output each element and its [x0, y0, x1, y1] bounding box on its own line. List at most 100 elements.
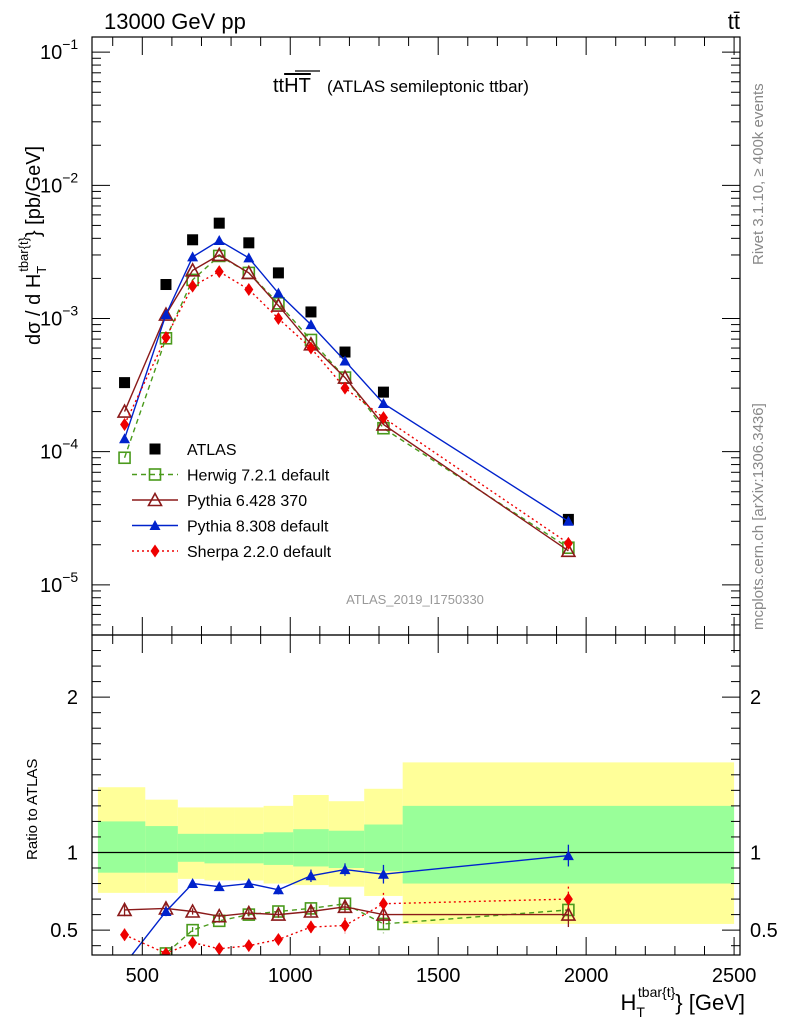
ratio-ytick-label: 0.5 [50, 920, 78, 942]
ratio-point [120, 928, 130, 942]
main-point [213, 217, 225, 229]
ratio-point [214, 942, 224, 955]
ratio-plot: 0.5 0.51 12 2500 1000 1500 2000 2500 [50, 634, 778, 987]
main-point [240, 264, 257, 280]
ratio-point [562, 850, 574, 861]
uncertainty-band-stat [364, 824, 403, 872]
ratio-inner [92, 762, 740, 955]
main-point [119, 377, 131, 389]
ratio-point [563, 892, 573, 906]
main-point [243, 252, 255, 263]
ratio-point [340, 918, 350, 932]
legend-item: Pythia 8.308 default [132, 519, 329, 536]
ratio-ytick-label: 1 [67, 842, 78, 864]
main-point [244, 283, 254, 297]
legend-item: Pythia 6.428 370 [132, 491, 307, 510]
ratio-series-2 [130, 844, 574, 955]
legend-label: Pythia 6.428 370 [187, 493, 307, 510]
mcplots-label: mcplots.cern.ch [arXiv:1306.3436] [750, 403, 767, 630]
uncertainty-band-stat [293, 829, 329, 867]
ratio-ytick-label: 2 [67, 687, 78, 709]
ratio-point [186, 923, 199, 937]
main-point [160, 309, 172, 320]
xlabel-sup: tbar{t} [638, 984, 676, 1000]
uncertainty-band-stat [204, 833, 235, 864]
ratio-point [242, 908, 256, 921]
main-ytick-label: 10−3 [40, 303, 78, 331]
legend-item: Sherpa 2.2.0 default [132, 544, 332, 561]
ratio-point [244, 939, 254, 953]
xlabel-post: } [GeV] [675, 990, 745, 1015]
ratio-ytick-label-right: 2 [750, 687, 761, 709]
main-series-line [123, 254, 569, 552]
legend-marker [148, 468, 162, 481]
uncertainty-band-stat [97, 821, 146, 873]
main-ytick-label: 10−5 [40, 569, 78, 597]
legend-marker [149, 520, 161, 530]
main-point [339, 346, 351, 358]
main-point [377, 397, 389, 408]
main-point [118, 451, 131, 465]
ratio-series-3 [120, 886, 573, 955]
main-series-3 [119, 235, 574, 526]
ratio-series-line [124, 906, 569, 917]
main-point [378, 411, 388, 425]
main-point [339, 355, 351, 366]
main-ylabel: dσ / d HTtbar{t}} [pb/GeV] [16, 146, 49, 345]
ratio-point [213, 881, 225, 892]
ratio-ytick-label-right: 1 [750, 842, 761, 864]
legend-label: ATLAS [187, 442, 237, 459]
main-point [119, 433, 131, 444]
ratio-point [211, 907, 228, 923]
main-ytick-label: 10−2 [40, 169, 78, 197]
header-final-state: tt̄ [728, 9, 740, 34]
main-series-4 [120, 265, 573, 550]
ratio-point [188, 936, 198, 950]
uncertainty-band-stat [234, 833, 264, 864]
ratio-point [339, 864, 351, 875]
ratio-point [560, 906, 577, 921]
legend: ATLAS Herwig 7.2.1 default Pythia 6.428 37… [132, 442, 332, 561]
ratio-ytick-label-right: 0.5 [750, 920, 778, 942]
ratio-point [240, 904, 257, 920]
ratio-point [161, 946, 171, 955]
main-point [116, 403, 133, 418]
ratio-point [305, 870, 317, 881]
uncertainty-band-stat [328, 830, 365, 869]
svg-text:dσ / d HTtbar{t}} [pb/GeV]: dσ / d HTtbar{t}} [pb/GeV] [16, 146, 49, 345]
main-point [377, 386, 389, 398]
xlabel-sub: T [636, 1004, 645, 1020]
main-point [305, 306, 317, 318]
plot-title-ht: HT [284, 75, 311, 97]
ratio-point [375, 906, 392, 921]
ratio-point [270, 906, 287, 921]
ratio-xtick-label: 2000 [564, 965, 609, 987]
ratio-xlabel: HTtbar{t}} [GeV] [620, 984, 745, 1020]
ratio-point [337, 898, 353, 914]
uncertainty-band-stat [145, 826, 178, 873]
legend-label: Herwig 7.2.1 default [187, 468, 330, 485]
analysis-watermark: ATLAS_2019_I1750330 [346, 592, 484, 607]
ratio-point [377, 868, 389, 879]
main-point [160, 279, 172, 291]
main-point [306, 341, 316, 355]
plot-subtitle: (ATLAS semileptonic ttbar) [327, 77, 529, 96]
main-point [161, 330, 171, 344]
legend-marker [149, 443, 161, 455]
main-point [120, 417, 130, 431]
ratio-point [184, 903, 201, 918]
main-ylabel-sup: tbar{t} [16, 236, 31, 271]
ratio-point [272, 884, 284, 895]
main-point [305, 319, 317, 330]
main-ytick-label: 10−1 [40, 36, 78, 64]
main-point [340, 381, 350, 395]
uncertainty-band-stat [177, 833, 205, 862]
ratio-point [306, 920, 316, 934]
plot-title-tt: tt [273, 75, 285, 97]
legend-item: ATLAS [149, 442, 237, 459]
main-series-line [123, 270, 569, 544]
main-point [563, 536, 573, 550]
ratio-xtick-label: 500 [126, 965, 159, 987]
legend-marker [147, 491, 163, 507]
